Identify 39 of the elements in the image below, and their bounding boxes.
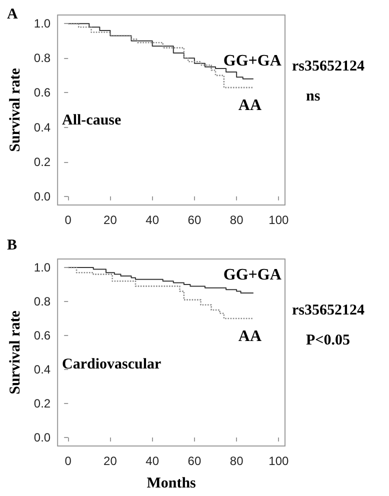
- y-tick-label: 0.2: [34, 154, 51, 169]
- series-label: AA: [238, 97, 262, 114]
- annotation: All-cause: [62, 112, 122, 128]
- series-label: GG+GA: [223, 266, 282, 284]
- x-tick-label: 80: [230, 213, 244, 227]
- y-tick-label: 1.0: [34, 16, 51, 31]
- x-tick-label: 100: [268, 454, 290, 468]
- y-axis-title: Survival rate: [8, 310, 24, 394]
- annotation: Cardiovascular: [62, 356, 162, 372]
- text: ns: [306, 88, 320, 104]
- text: rs35652124: [292, 58, 365, 74]
- x-tick-label: 20: [104, 454, 118, 468]
- x-tick-label: 60: [188, 454, 202, 468]
- y-tick-label: 0.6: [34, 86, 51, 100]
- y-tick-label: 0.8: [34, 294, 51, 308]
- x-tick-label: 60: [188, 213, 202, 227]
- text: rs35652124: [292, 302, 365, 318]
- x-tick-label: 0: [64, 454, 72, 468]
- series-label: GG+GA: [223, 52, 282, 70]
- x-tick-label: 80: [230, 454, 244, 468]
- y-tick-label: 0.0: [34, 189, 51, 204]
- chart-title: B: [7, 238, 18, 254]
- y-axis-title: Survival rate: [8, 68, 24, 152]
- y-tick-label: 0.4: [34, 362, 51, 376]
- y-tick-label: 0.2: [34, 396, 51, 410]
- text: P<0.05: [306, 332, 350, 348]
- series-label: AA: [238, 328, 262, 345]
- y-tick-label: 0.6: [34, 328, 51, 342]
- x-tick-label: 40: [146, 213, 160, 227]
- y-tick-label: 0.8: [34, 51, 51, 66]
- y-tick-label: 0.0: [34, 430, 51, 444]
- y-tick-label: 1.0: [34, 260, 51, 274]
- x-tick-label: 40: [146, 454, 160, 468]
- y-tick-label: 0.4: [34, 120, 51, 134]
- x-tick-label: 20: [104, 213, 118, 227]
- x-tick-label: 0: [64, 213, 72, 227]
- x-axis-title: Months: [146, 476, 196, 492]
- chart-title: A: [7, 6, 18, 22]
- x-tick-label: 100: [268, 213, 290, 227]
